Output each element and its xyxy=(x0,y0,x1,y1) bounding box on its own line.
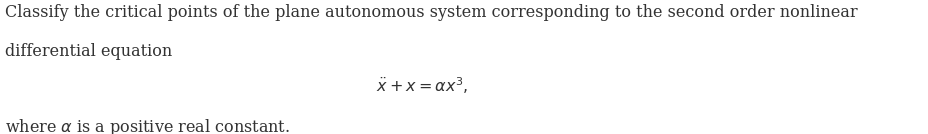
Text: differential equation: differential equation xyxy=(5,43,172,60)
Text: where $\alpha$ is a positive real constant.: where $\alpha$ is a positive real consta… xyxy=(5,117,290,134)
Text: Classify the critical points of the plane autonomous system corresponding to the: Classify the critical points of the plan… xyxy=(5,4,857,21)
Text: $\ddot{x} + x = \alpha x^3,$: $\ddot{x} + x = \alpha x^3,$ xyxy=(376,75,469,96)
